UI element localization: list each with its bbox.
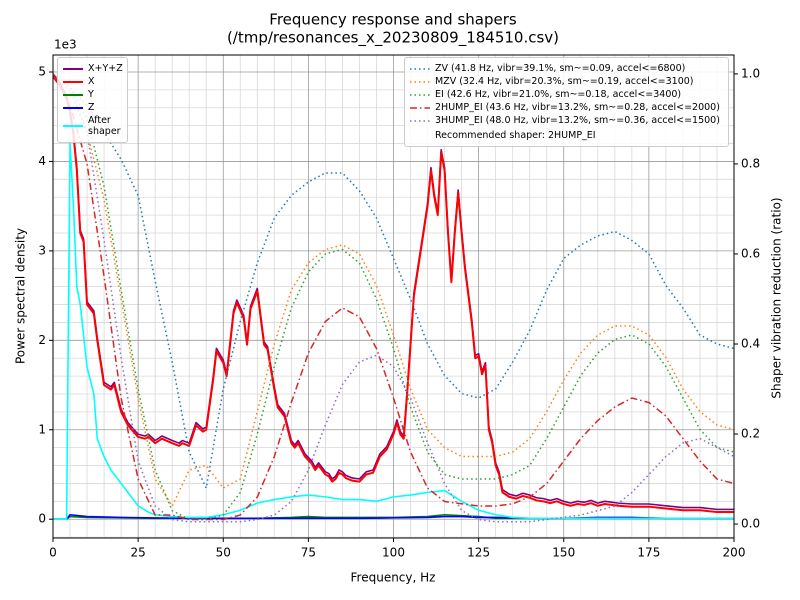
legend-label: X: [88, 76, 95, 87]
y-tick-label: 5: [38, 64, 46, 78]
legend-item: EI (42.6 Hz, vibr=21.0%, sm~=0.18, accel…: [410, 89, 723, 100]
legend-label: X+Y+Z: [88, 63, 123, 74]
y2-tick-label: 0.6: [741, 246, 760, 260]
legend-label: Z: [88, 102, 95, 113]
recommended-shaper: Recommended shaper: 2HUMP_EI: [435, 130, 596, 141]
shaper-line: [53, 73, 734, 489]
legend-label: Y: [88, 89, 94, 100]
y-tick-label: 2: [38, 333, 46, 347]
legend-swatch: [410, 106, 430, 109]
shaper-line: [53, 73, 734, 507]
x-tick-label: 150: [552, 546, 575, 560]
legend-item: Z: [63, 102, 122, 113]
legend-item: 2HUMP_EI (43.6 Hz, vibr=13.2%, sm~=0.28,…: [410, 102, 723, 113]
y2-tick-label: 0.4: [741, 336, 760, 350]
legend-item: Y: [63, 89, 122, 100]
legend-label: MZV (32.4 Hz, vibr=20.3%, sm~=0.19, acce…: [435, 76, 694, 87]
chart-title: Frequency response and shapers: [269, 11, 517, 29]
legend-item: ZV (41.8 Hz, vibr=39.1%, sm~=0.09, accel…: [410, 63, 723, 74]
y-offset-label: 1e3: [54, 38, 77, 52]
legend-label: 2HUMP_EI (43.6 Hz, vibr=13.2%, sm~=0.28,…: [435, 102, 720, 113]
legend-swatch: [410, 119, 430, 122]
legend-item: X+Y+Z: [63, 63, 123, 74]
legend-swatch: [63, 125, 83, 127]
legend-swatch: [63, 93, 83, 96]
x-tick-label: 175: [637, 546, 660, 560]
y-tick-label: 0: [38, 512, 46, 526]
x-tick-label: 75: [301, 546, 316, 560]
plot-frame: [52, 54, 735, 539]
y-tick-label: 1: [38, 422, 46, 436]
legend-label: EI (42.6 Hz, vibr=21.0%, sm~=0.18, accel…: [435, 89, 682, 100]
x-axis-label: Frequency, Hz: [351, 571, 436, 585]
x-tick-label: 25: [130, 546, 145, 560]
shaper-line: [53, 73, 734, 523]
y2-axis-label: Shaper vibration reduction (ratio): [770, 197, 784, 398]
legend: X+Y+Z X Y Z After shaper: [57, 57, 128, 143]
x-tick-label: 125: [467, 546, 490, 560]
psd-line: [53, 73, 734, 511]
y2-tick-label: 0.0: [741, 517, 760, 531]
y2-tick-label: 0.2: [741, 427, 760, 441]
legend-swatch: [63, 80, 83, 83]
legend-item: MZV (32.4 Hz, vibr=20.3%, sm~=0.19, acce…: [410, 76, 723, 87]
x-tick-label: 200: [723, 546, 746, 560]
y-tick-label: 3: [38, 243, 46, 257]
x-tick-label: 50: [216, 546, 231, 560]
legend-swatch: [410, 80, 430, 83]
y-axis-label: Power spectral density: [14, 228, 28, 364]
legend-shapers: ZV (41.8 Hz, vibr=39.1%, sm~=0.09, accel…: [404, 57, 729, 147]
legend-label: After shaper: [88, 115, 121, 137]
x-tick-label: 0: [49, 546, 57, 560]
legend-item: 3HUMP_EI (48.0 Hz, vibr=13.2%, sm~=0.36,…: [410, 115, 723, 126]
legend-swatch: [63, 106, 83, 109]
x-tick-label: 100: [382, 546, 405, 560]
shaper-line: [53, 73, 734, 521]
plot-lines: [53, 73, 734, 523]
chart-subtitle: (/tmp/resonances_x_20230809_184510.csv): [227, 29, 559, 48]
y-tick-label: 4: [38, 154, 46, 168]
psd-line: [53, 142, 734, 521]
axes: 0 25 50 75 100 125 150 175 200 0 1 2 3 4 5 0.0 0.2 0.4 0.6…: [38, 54, 760, 560]
legend-item: After shaper: [63, 115, 122, 137]
legend-swatch: [63, 67, 83, 70]
legend-swatch: [410, 67, 430, 70]
y2-tick-label: 1.0: [741, 66, 760, 80]
legend-label: ZV (41.8 Hz, vibr=39.1%, sm~=0.09, accel…: [435, 63, 686, 74]
shaper-line: [53, 73, 734, 521]
legend-item: X: [63, 76, 122, 87]
y2-tick-label: 0.8: [741, 156, 760, 170]
psd-line: [53, 75, 734, 514]
legend-label: 3HUMP_EI (48.0 Hz, vibr=13.2%, sm~=0.36,…: [435, 115, 720, 126]
legend-swatch: [410, 93, 430, 96]
